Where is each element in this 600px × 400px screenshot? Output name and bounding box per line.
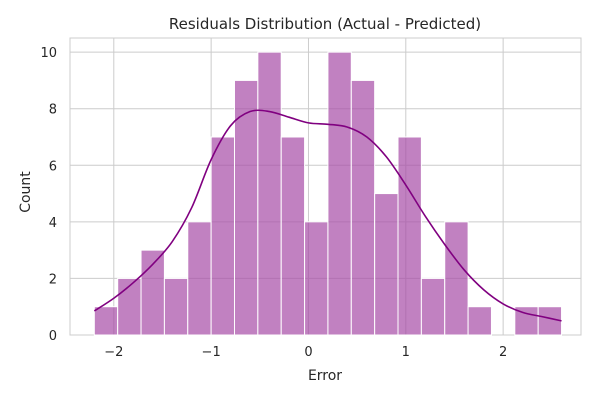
y-tick-label: 2 bbox=[49, 272, 57, 287]
tick-labels: −2 −1 0 1 2 0 2 4 6 8 10 bbox=[40, 46, 507, 360]
y-tick-label: 0 bbox=[49, 329, 57, 344]
histogram-bars bbox=[93, 51, 563, 336]
histogram-bar bbox=[467, 306, 492, 336]
histogram-bar bbox=[280, 136, 306, 336]
kde-curve-layer bbox=[93, 109, 562, 322]
x-tick-label: −1 bbox=[202, 345, 221, 360]
y-axis-label: Count bbox=[18, 171, 34, 213]
y-tick-label: 10 bbox=[40, 46, 57, 61]
histogram-bar bbox=[374, 193, 399, 336]
histogram-bar bbox=[444, 221, 469, 336]
histogram-bar bbox=[210, 136, 235, 336]
histogram-bar bbox=[304, 221, 329, 336]
histogram-bar bbox=[350, 79, 376, 336]
chart-title: Residuals Distribution (Actual - Predict… bbox=[169, 15, 481, 33]
histogram-bar bbox=[420, 277, 446, 336]
x-tick-label: 1 bbox=[402, 345, 410, 360]
histogram-bar bbox=[140, 249, 165, 336]
x-tick-label: −2 bbox=[104, 345, 123, 360]
kde-curve bbox=[93, 109, 562, 322]
histogram-bar bbox=[397, 136, 422, 336]
x-tick-label: 0 bbox=[304, 345, 312, 360]
histogram-bar bbox=[93, 306, 119, 336]
y-tick-label: 8 bbox=[49, 103, 57, 118]
y-tick-label: 4 bbox=[49, 216, 57, 231]
x-tick-label: 2 bbox=[499, 345, 507, 360]
histogram-bar bbox=[257, 51, 282, 336]
histogram-bar bbox=[327, 51, 352, 336]
histogram-bar bbox=[163, 277, 189, 336]
x-axis-label: Error bbox=[308, 368, 342, 384]
histogram-bar bbox=[187, 221, 212, 336]
y-tick-label: 6 bbox=[49, 159, 57, 174]
